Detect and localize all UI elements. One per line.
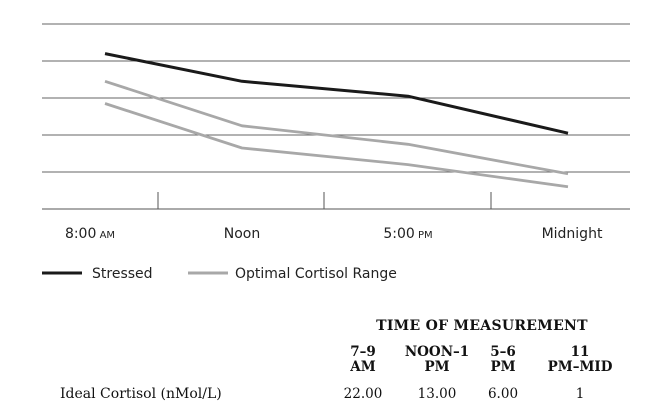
x-tick-label-main: Midnight: [542, 226, 603, 242]
table-column-header: 5–6 PM: [458, 345, 548, 375]
x-tick-label-suffix: PM: [415, 230, 433, 241]
series-line-optimal-upper: [104, 79, 569, 176]
series-line-stressed: [104, 52, 569, 135]
column-header-line1: 11: [570, 344, 590, 360]
table-cell-value: 22.00: [343, 386, 383, 402]
x-tick-label-suffix: AM: [96, 230, 115, 241]
column-header-line1: NOON–1: [404, 344, 470, 360]
row-label: Ideal Cortisol (nMol/L): [60, 386, 222, 402]
legend-label-optimal: Optimal Cortisol Range: [235, 266, 397, 282]
table-title: TIME OF MEASUREMENT: [376, 318, 588, 334]
table-column-header: 11 PM–MID: [535, 345, 625, 375]
legend-label-stressed: Stressed: [92, 266, 153, 282]
grid-lines: [42, 23, 630, 210]
x-tick-label-main: 8:00: [65, 226, 96, 242]
x-tick-label: 5:00 PM: [383, 226, 432, 242]
x-axis-ticks: [157, 192, 492, 209]
table-column-header: 7–9 AM: [318, 345, 408, 375]
table-column-header: NOON–1 PM: [392, 345, 482, 375]
column-header-line2: AM: [350, 359, 376, 375]
x-tick-label-main: 5:00: [383, 226, 414, 242]
x-axis-labels: 8:00 AM Noon 5:00 PM Midnight: [65, 226, 603, 242]
x-tick-label: 8:00 AM: [65, 226, 115, 242]
series-lines: [104, 52, 569, 189]
column-header-line1: 7–9: [350, 344, 376, 360]
table-cell-value: 6.00: [487, 386, 519, 402]
table-cell-value: 1: [575, 386, 585, 402]
series-line-optimal-lower: [104, 102, 569, 189]
x-tick-label: Noon: [224, 226, 260, 242]
table-cell-value: 13.00: [417, 386, 457, 402]
column-header-line2: PM: [490, 359, 516, 375]
column-header-line1: 5–6: [490, 344, 516, 360]
cortisol-line-chart: 8:00 AM Noon 5:00 PM Midnight Stressed Optim…: [42, 23, 630, 282]
column-header-line2: PM: [424, 359, 450, 375]
column-header-line2: PM–MID: [547, 359, 613, 375]
x-tick-label-main: Noon: [224, 226, 260, 242]
legend: Stressed Optimal Cortisol Range: [42, 266, 397, 282]
x-tick-label: Midnight: [542, 226, 603, 242]
